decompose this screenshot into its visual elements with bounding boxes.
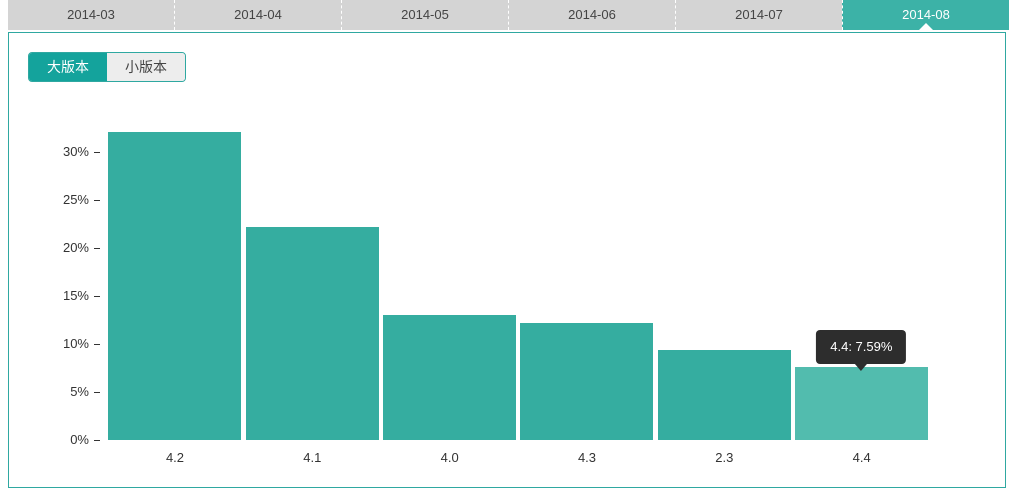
y-axis-tick-label: 10%: [62, 336, 89, 351]
tooltip-arrow-icon: [855, 364, 868, 372]
y-axis-tick-label: 20%: [62, 240, 89, 255]
bar-tooltip: 4.4: 7.59%: [816, 330, 907, 372]
x-axis-category-label: 4.4: [852, 450, 871, 465]
x-axis-category-label: 4.0: [440, 450, 459, 465]
bar-4.0[interactable]: [382, 315, 516, 440]
month-tab-bar: 2014-03 2014-04 2014-05 2014-06 2014-07 2014-…: [8, 0, 1009, 30]
x-axis-category-label: 4.1: [303, 450, 322, 465]
tooltip-text: 4.4: 7.59%: [830, 339, 893, 355]
y-axis-tick-label: 5%: [70, 384, 89, 399]
tab-2014-04[interactable]: 2014-04: [174, 0, 341, 30]
y-axis-tick-mark: [94, 344, 100, 345]
bar-4.1[interactable]: [245, 226, 379, 440]
y-axis-tick-label: 30%: [62, 144, 89, 159]
tab-2014-08[interactable]: 2014-08: [842, 0, 1009, 30]
bar-chart: 4.4: 7.59% 0% 5% 10% 15% 20% 25% 30% 4.2 4.1 4.0 4…: [9, 33, 1005, 487]
chart-panel: 大版本 小版本 4.4: 7.59% 0% 5% 10% 15% 20% 25% 30% 4.2…: [8, 32, 1006, 488]
x-axis-category-label: 2.3: [715, 450, 734, 465]
version-type-toggle: 大版本 小版本: [28, 52, 186, 82]
bar-4.2[interactable]: [108, 131, 242, 440]
bar-4.3[interactable]: [520, 322, 654, 440]
tab-2014-05[interactable]: 2014-05: [341, 0, 508, 30]
y-axis-tick-mark: [94, 296, 100, 297]
x-axis-category-label: 4.2: [165, 450, 185, 465]
tab-2014-06[interactable]: 2014-06: [508, 0, 675, 30]
active-tab-notch-icon: [919, 23, 933, 30]
tab-2014-03[interactable]: 2014-03: [67, 7, 115, 22]
bar-4.4[interactable]: [794, 367, 928, 440]
tab-2014-07[interactable]: 2014-07: [675, 0, 842, 30]
y-axis-tick-label: 25%: [62, 192, 89, 207]
y-axis-tick-mark: [94, 152, 100, 153]
y-axis-tick-label: 15%: [62, 288, 89, 303]
toggle-option-major-version[interactable]: 大版本: [29, 53, 107, 81]
toggle-option-minor-version[interactable]: 小版本: [107, 53, 185, 81]
bar-2.3[interactable]: [657, 349, 791, 440]
y-axis-tick-mark: [94, 440, 100, 441]
y-axis-tick-mark: [94, 248, 100, 249]
y-axis-tick-mark: [94, 200, 100, 201]
x-axis-category-label: 4.3: [577, 450, 597, 465]
y-axis-tick-label: 0%: [70, 432, 89, 447]
y-axis-tick-mark: [94, 392, 100, 393]
